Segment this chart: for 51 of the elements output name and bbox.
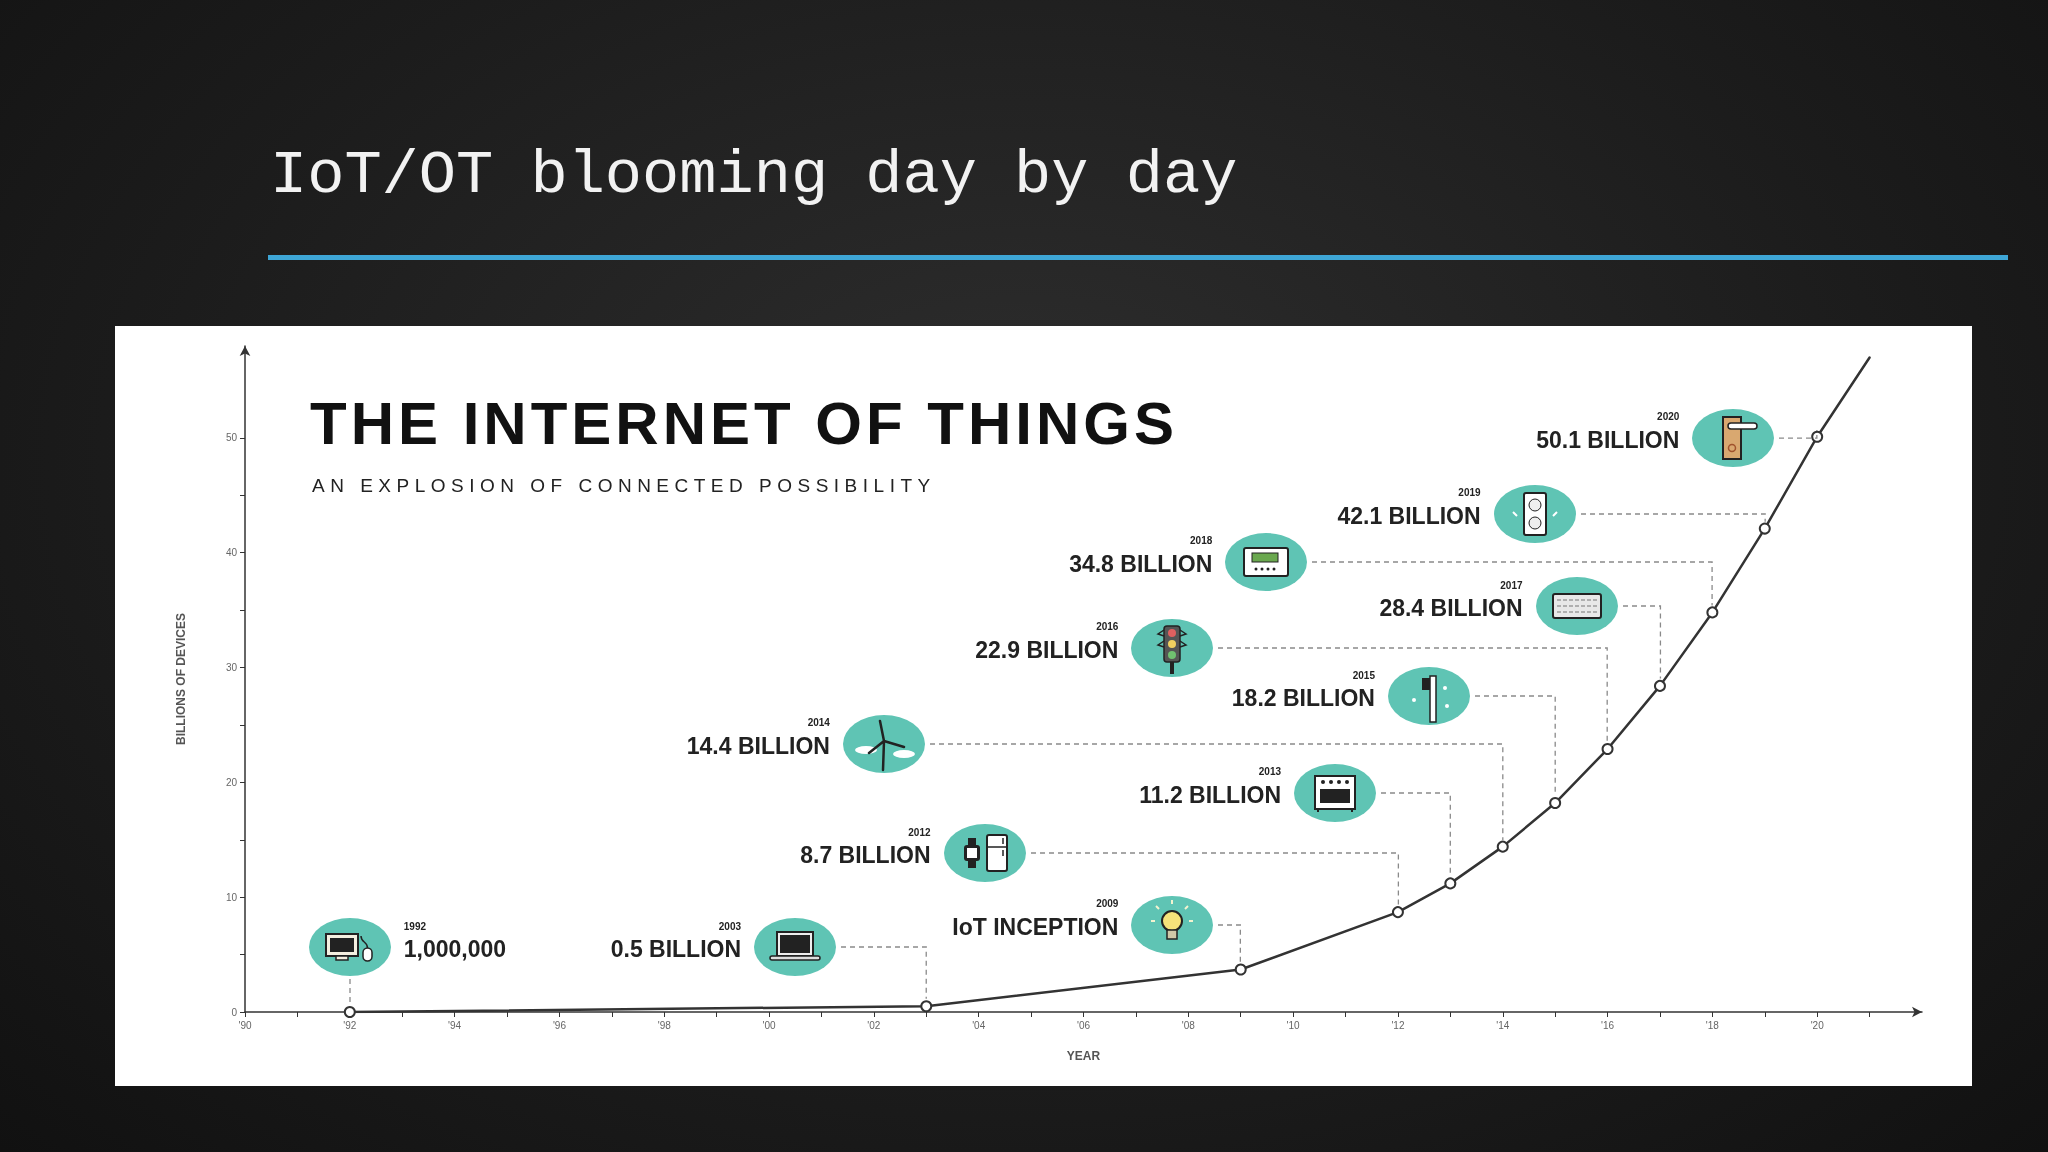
y-tick-label: 50 — [225, 432, 238, 444]
y-axis-title: BILLIONS OF DEVICES — [174, 612, 188, 746]
annotation: IoT INCEPTION — [952, 913, 1119, 940]
y-tick-label: 40 — [225, 547, 238, 559]
x-tick-label: '94 — [448, 1019, 462, 1031]
x-tick-label: '98 — [657, 1019, 672, 1031]
x-tick-label: '90 — [238, 1019, 252, 1031]
y-tick-label: 20 — [225, 776, 238, 788]
annotation: 50.1 BILLION — [1536, 426, 1680, 453]
annotation: 2014 — [807, 717, 831, 729]
x-tick-label: '96 — [552, 1019, 567, 1031]
x-tick-label: '10 — [1286, 1019, 1301, 1031]
x-tick-label: '16 — [1601, 1019, 1615, 1031]
annotation: 42.1 BILLION — [1337, 502, 1481, 529]
annotation: 2012 — [908, 826, 931, 838]
annotation: 1,000,000 — [403, 936, 507, 963]
annotation: 2016 — [1096, 621, 1119, 633]
x-tick-label: '02 — [867, 1019, 881, 1031]
y-tick-label: 30 — [225, 662, 238, 674]
y-tick-label: 10 — [225, 891, 238, 903]
x-tick-label: '00 — [762, 1019, 777, 1031]
x-tick-label: '20 — [1810, 1019, 1825, 1031]
annotation: 14.4 BILLION — [686, 732, 830, 759]
annotation: 0.5 BILLION — [610, 936, 742, 963]
x-tick-label: '06 — [1076, 1019, 1091, 1031]
annotation: 11.2 BILLION — [1139, 781, 1282, 808]
x-tick-label: '18 — [1705, 1019, 1720, 1031]
annotation: 2013 — [1258, 766, 1282, 778]
text: THE INTERNET OF THINGS — [310, 390, 1178, 457]
x-tick-label: '12 — [1391, 1019, 1405, 1031]
annotation: 22.9 BILLION — [975, 636, 1119, 663]
annotation: 18.2 BILLION — [1231, 685, 1375, 712]
annotation: 2019 — [1458, 487, 1482, 499]
text: AN EXPLOSION OF CONNECTED POSSIBILITY — [312, 475, 936, 496]
x-tick-label: '04 — [972, 1019, 986, 1031]
y-tick-label: 0 — [231, 1006, 238, 1018]
x-tick-label: '08 — [1181, 1019, 1196, 1031]
annotation: 1992 — [403, 920, 427, 932]
text: IoT/OT blooming day by day — [270, 140, 1238, 211]
annotation: 8.7 BILLION — [800, 842, 931, 869]
x-tick-label: '14 — [1496, 1019, 1510, 1031]
annotation: 28.4 BILLION — [1379, 595, 1523, 622]
annotation: 2018 — [1190, 535, 1213, 547]
x-tick-label: '92 — [343, 1019, 357, 1031]
annotation: 34.8 BILLION — [1069, 550, 1213, 577]
annotation: 2020 — [1657, 411, 1680, 423]
x-axis-title: YEAR — [1066, 1049, 1101, 1063]
annotation: 2003 — [718, 920, 742, 932]
annotation: 2017 — [1500, 579, 1523, 591]
annotation: 2009 — [1096, 898, 1119, 910]
annotation: 2015 — [1352, 669, 1376, 681]
